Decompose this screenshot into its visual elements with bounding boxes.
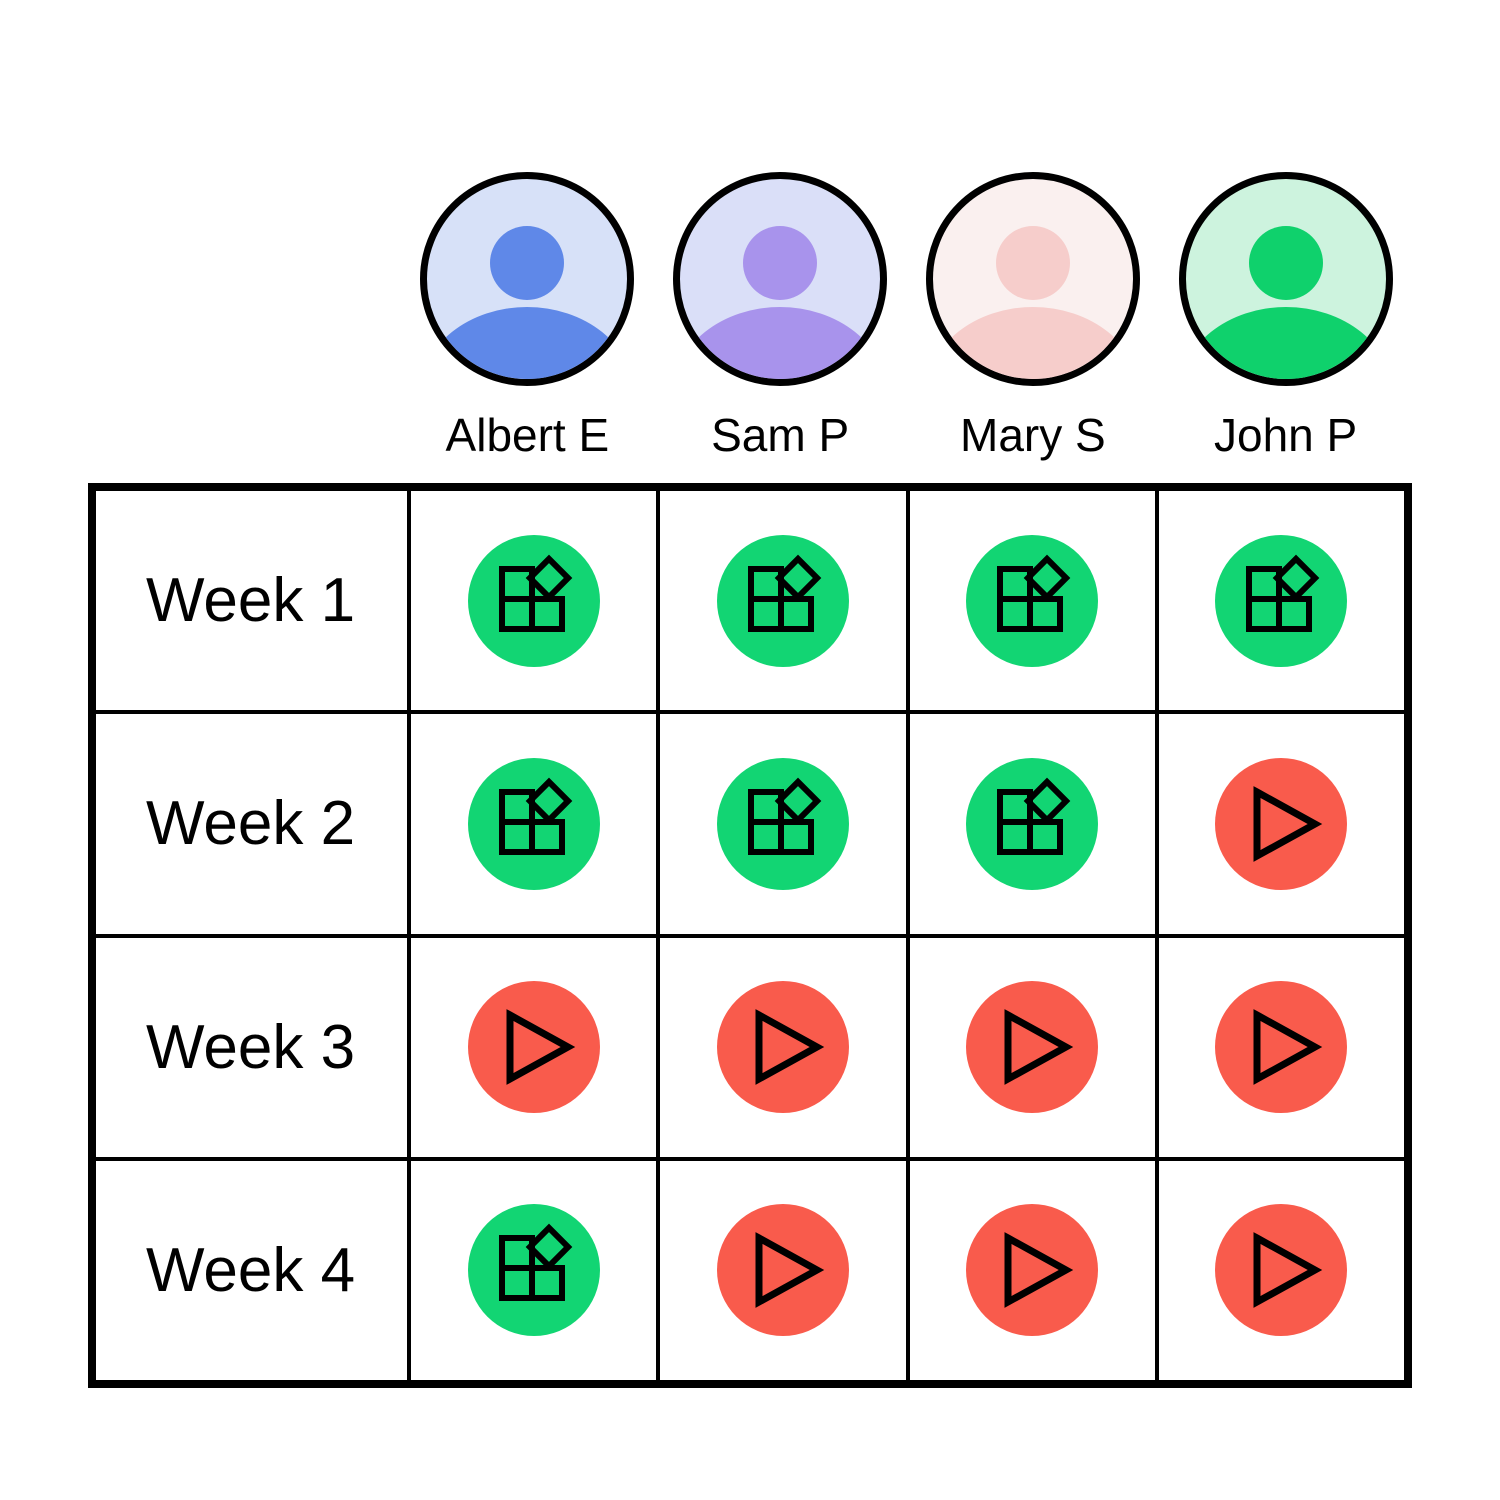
blocks-status-badge <box>467 757 600 890</box>
play-icon <box>755 1009 825 1086</box>
avatar-head-icon <box>743 226 818 300</box>
status-cell <box>1158 714 1404 934</box>
person-name: John P <box>1214 409 1358 461</box>
blocks-status-badge <box>716 757 849 890</box>
week-label: Week 3 <box>146 1012 356 1082</box>
status-cell <box>411 714 657 934</box>
blocks-status-badge <box>467 534 600 667</box>
status-cell <box>660 937 906 1157</box>
blocks-icon <box>997 554 1071 632</box>
status-cell <box>411 491 657 711</box>
person-column-header: John P <box>1159 172 1412 461</box>
blocks-icon <box>1246 554 1320 632</box>
status-cell <box>660 714 906 934</box>
play-icon <box>755 1232 825 1309</box>
status-cell <box>1158 937 1404 1157</box>
status-cell <box>909 714 1155 934</box>
person-column-header: Sam P <box>654 172 907 461</box>
play-icon <box>1253 1009 1323 1086</box>
play-status-badge <box>716 1204 849 1337</box>
person-name: Sam P <box>711 409 850 461</box>
blocks-status-badge <box>467 1204 600 1337</box>
week-cell: Week 4 <box>96 1160 407 1380</box>
play-status-badge <box>467 981 600 1114</box>
avatar-shoulders-icon <box>680 307 881 379</box>
play-status-badge <box>1215 981 1348 1114</box>
week-cell: Week 3 <box>96 937 407 1157</box>
play-status-badge <box>1215 1204 1348 1337</box>
person-avatar <box>1178 172 1393 386</box>
blocks-icon <box>498 1224 572 1302</box>
person-name: Mary S <box>960 409 1106 461</box>
play-icon <box>1253 785 1323 862</box>
blocks-icon <box>747 554 822 632</box>
play-icon <box>1253 1232 1323 1309</box>
status-cell <box>1158 1160 1404 1380</box>
week-label: Week 1 <box>146 566 356 636</box>
avatar-shoulders-icon <box>932 307 1133 379</box>
person-avatar <box>420 172 635 386</box>
blocks-icon <box>498 777 572 855</box>
schedule-table: Week 1 Week 2 <box>88 483 1412 1388</box>
people-header: Albert E Sam P Mary S John P <box>401 172 1412 461</box>
play-icon <box>506 1009 575 1086</box>
week-cell: Week 1 <box>96 491 407 711</box>
blocks-status-badge <box>966 757 1099 890</box>
week-label: Week 4 <box>146 1235 356 1305</box>
status-cell <box>660 1160 906 1380</box>
blocks-icon <box>997 777 1071 855</box>
blocks-status-badge <box>1215 534 1348 667</box>
status-cell <box>909 491 1155 711</box>
status-cell <box>909 1160 1155 1380</box>
status-cell <box>411 937 657 1157</box>
person-avatar <box>673 172 888 386</box>
play-status-badge <box>1215 757 1348 890</box>
avatar-head-icon <box>490 226 565 300</box>
week-cell: Week 2 <box>96 714 407 934</box>
blocks-icon <box>747 777 822 855</box>
person-name: Albert E <box>445 409 610 461</box>
status-cell <box>909 937 1155 1157</box>
blocks-icon <box>498 554 572 632</box>
avatar-shoulders-icon <box>427 307 628 379</box>
play-status-badge <box>716 981 849 1114</box>
play-status-badge <box>966 1204 1099 1337</box>
avatar-head-icon <box>995 226 1070 300</box>
blocks-status-badge <box>716 534 849 667</box>
person-column-header: Albert E <box>401 172 654 461</box>
status-cell <box>660 491 906 711</box>
play-icon <box>1004 1009 1074 1086</box>
blocks-status-badge <box>966 534 1099 667</box>
person-column-header: Mary S <box>907 172 1160 461</box>
play-icon <box>1004 1232 1074 1309</box>
play-status-badge <box>966 981 1099 1114</box>
avatar-shoulders-icon <box>1185 307 1386 379</box>
status-cell <box>411 1160 657 1380</box>
person-avatar <box>925 172 1140 386</box>
status-cell <box>1158 491 1404 711</box>
avatar-head-icon <box>1248 226 1323 300</box>
week-label: Week 2 <box>146 789 356 859</box>
